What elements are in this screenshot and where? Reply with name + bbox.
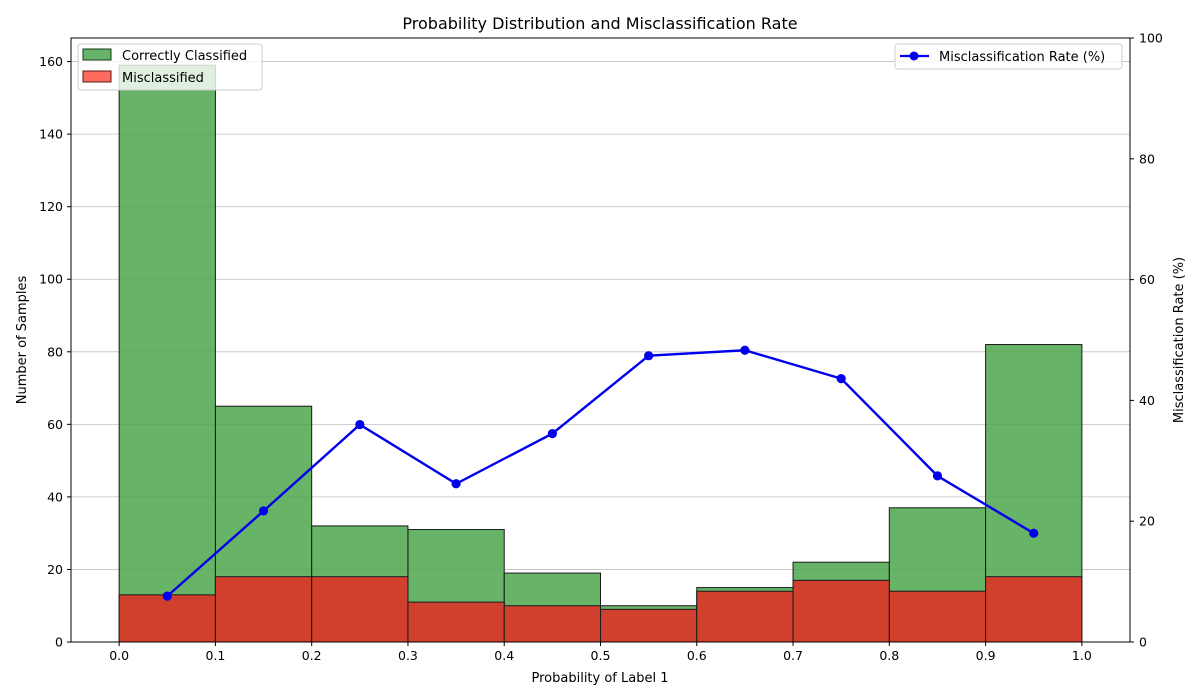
legend-left: Correctly Classified Misclassified	[77, 43, 263, 91]
x-tick-label-1: 0.1	[205, 648, 225, 663]
x-tick-label-2: 0.2	[302, 648, 322, 663]
y-tick-label-5: 100	[39, 272, 63, 287]
rate-point-0	[162, 591, 172, 601]
bar-misclassified-4	[503, 605, 601, 643]
y2-tick-label-3: 60	[1139, 272, 1155, 287]
legend-correct-swatch	[82, 48, 112, 61]
x-tick-label-4: 0.4	[494, 648, 514, 663]
y2-tick-label-0: 0	[1139, 635, 1147, 650]
rate-point-4	[547, 429, 557, 439]
y-tick-label-7: 140	[39, 127, 63, 142]
bar-misclassified-9	[985, 576, 1083, 643]
bar-misclassified-2	[311, 576, 409, 643]
y-tick-label-1: 20	[47, 562, 63, 577]
legend-rate-marker-swatch	[909, 51, 919, 61]
y-axis-ticks: 0 20 40 60 80 100 120 140 160	[39, 54, 71, 650]
histogram-bars	[118, 64, 1083, 643]
y-tick-label-8: 160	[39, 54, 63, 69]
rate-point-6	[740, 345, 750, 355]
rate-point-1	[258, 506, 269, 516]
legend-right-frame	[894, 43, 1123, 70]
legend-rate-label: Misclassification Rate (%)	[939, 50, 1105, 65]
bar-misclassified-0	[118, 594, 216, 643]
misclassification-rate-line	[162, 345, 1039, 601]
x-axis-title: Probability of Label 1	[532, 671, 669, 686]
legend-misclassified-swatch	[82, 70, 112, 83]
rate-point-7	[836, 374, 846, 384]
bar-misclassified-8	[888, 590, 987, 643]
x-tick-label-6: 0.6	[687, 648, 707, 663]
x-tick-label-5: 0.5	[591, 648, 611, 663]
rate-point-8	[932, 471, 943, 481]
rate-line-path	[166, 349, 1035, 597]
bar-correct-0	[118, 64, 216, 643]
rate-point-9	[1029, 528, 1039, 538]
bar-misclassified-7	[792, 579, 890, 643]
legend-right: Misclassification Rate (%)	[894, 43, 1123, 70]
chart-title: Probability Distribution and Misclassifi…	[402, 14, 797, 33]
x-tick-label-3: 0.3	[398, 648, 418, 663]
y-tick-label-6: 120	[39, 199, 63, 214]
legend-left-frame	[77, 43, 263, 91]
y-tick-label-4: 80	[47, 344, 63, 359]
y2-axis-title: Misclassification Rate (%)	[1172, 257, 1187, 423]
rate-point-3	[451, 479, 461, 489]
rate-point-2	[355, 419, 365, 430]
y-tick-label-0: 0	[55, 635, 63, 650]
x-tick-label-0: 0.0	[109, 648, 129, 663]
x-tick-label-9: 0.9	[976, 648, 996, 663]
y2-axis-ticks: 0 20 40 60 80 100	[1130, 31, 1163, 650]
y2-tick-label-1: 20	[1139, 514, 1155, 529]
bar-misclassified-3	[407, 601, 505, 643]
bar-misclassified-6	[696, 590, 794, 643]
x-axis-ticks: 0.0 0.1 0.2 0.3 0.4 0.5 0.6 0.7 0.8 0.9 1.0	[109, 642, 1092, 663]
bar-misclassified-1	[214, 576, 313, 643]
y-axis-title: Number of Samples	[15, 276, 30, 405]
legend-correct-label: Correctly Classified	[122, 49, 247, 64]
y2-tick-label-4: 80	[1139, 151, 1155, 166]
y-tick-label-3: 60	[47, 417, 63, 432]
y2-tick-label-5: 100	[1139, 31, 1163, 46]
x-tick-label-7: 0.7	[783, 648, 803, 663]
bar-misclassified-5	[600, 608, 698, 643]
y2-tick-label-2: 40	[1139, 393, 1155, 408]
rate-point-5	[644, 351, 654, 361]
legend-misclassified-label: Misclassified	[122, 71, 204, 86]
x-tick-label-10: 1.0	[1072, 648, 1092, 663]
y-tick-label-2: 40	[47, 489, 63, 504]
x-tick-label-8: 0.8	[879, 648, 899, 663]
